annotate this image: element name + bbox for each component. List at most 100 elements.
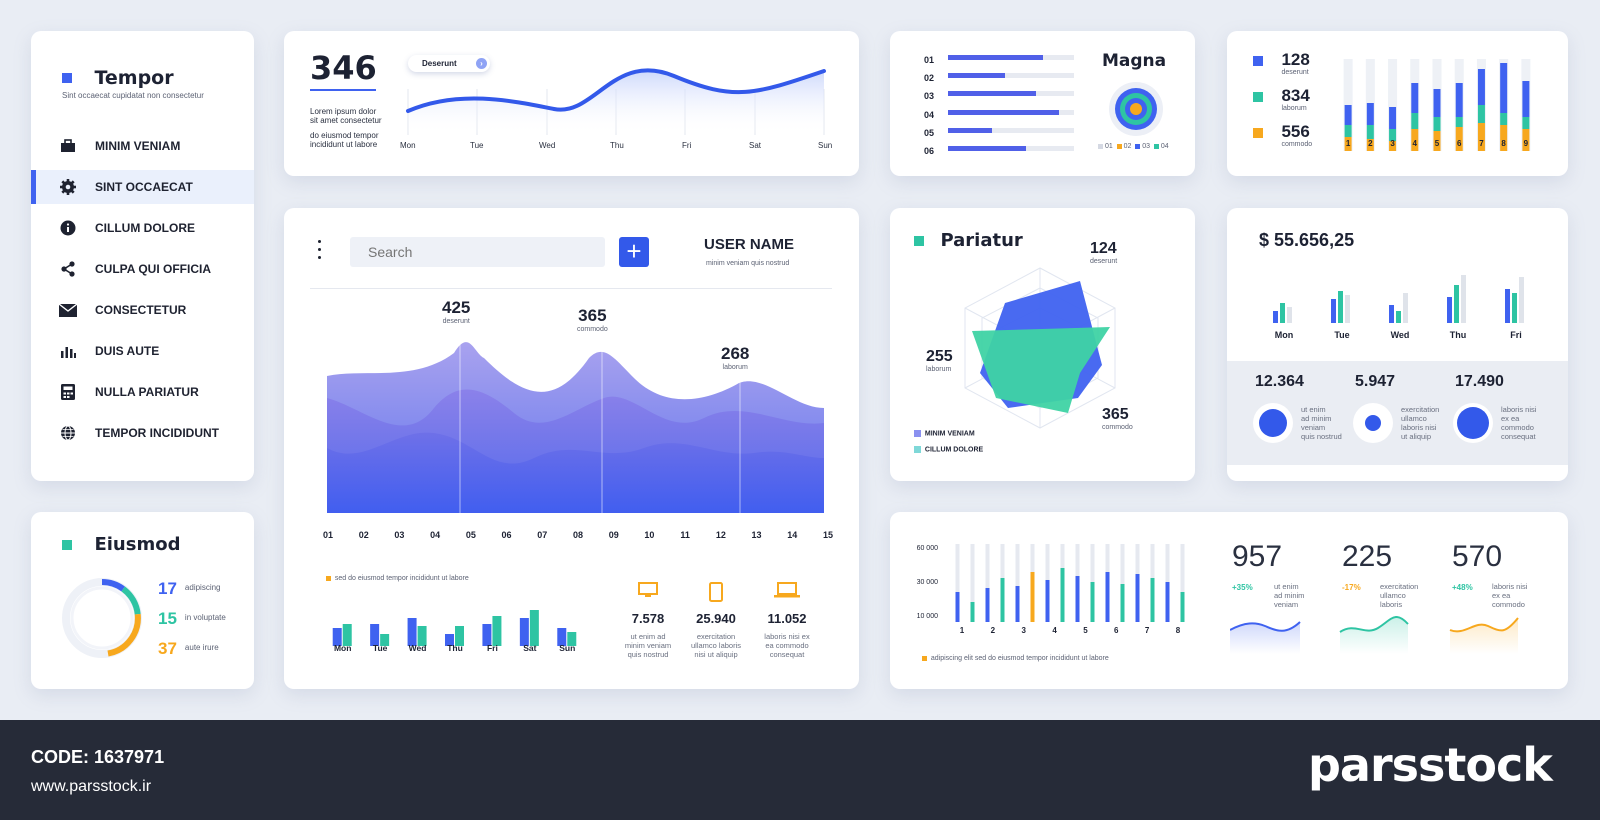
x-tick-label: 03	[394, 530, 405, 540]
sidebar-item-culpa-qui-officia[interactable]: CULPA QUI OFFICIA	[31, 252, 254, 286]
sparkline-area-1	[1230, 622, 1300, 654]
sidebar-title: Tempor	[94, 67, 174, 89]
sidebar-item-minim-veniam[interactable]: MINIM VENIAM	[31, 129, 254, 163]
sidebar-item-nulla-pariatur[interactable]: NULLA PARIATUR	[31, 375, 254, 409]
add-button[interactable]: +	[619, 237, 649, 267]
sidebar-item-label: NULLA PARIATUR	[95, 385, 199, 399]
grouped-bar	[1345, 295, 1350, 323]
sidebar-header: Tempor	[62, 67, 174, 89]
x-tick-label: 11	[680, 530, 690, 540]
bar-fill	[1015, 586, 1020, 622]
sparkline-area-2	[1340, 616, 1408, 654]
bar-fill	[955, 592, 960, 622]
sidebar-item-consectetur[interactable]: CONSECTETUR	[31, 293, 254, 327]
x-tick-label: Fri	[486, 643, 498, 653]
share-icon	[59, 260, 77, 278]
stacked-segment	[1344, 125, 1352, 137]
grouped-bar	[1403, 293, 1408, 323]
bar-legend: sed do eiusmod tempor incididunt ut labo…	[326, 575, 469, 582]
x-tick-label: 8	[1501, 139, 1506, 148]
magna-title: Magna	[1102, 51, 1167, 71]
kpi-change: +35%	[1232, 583, 1253, 592]
legend-swatch	[914, 430, 921, 437]
sidebar-item-label: SINT OCCAECAT	[95, 180, 193, 194]
peak-caption: deserunt	[442, 318, 470, 325]
sidebar-item-tempor-incididunt[interactable]: TEMPOR INCIDIDUNT	[31, 416, 254, 450]
bar-fill	[1090, 582, 1095, 622]
grouped-bar	[1505, 289, 1510, 323]
kebab-menu-icon[interactable]	[318, 240, 322, 266]
device-caption: ea commodo	[765, 641, 809, 650]
brand-square	[62, 73, 72, 83]
grouped-bar	[1273, 311, 1278, 323]
device-caption: ullamco laboris	[690, 641, 742, 650]
sidebar-card: Tempor Sint occaecat cupidatat non conse…	[31, 31, 254, 481]
bar-fill	[1000, 578, 1005, 622]
bar-track	[948, 127, 1074, 133]
x-tick-label: 5	[1434, 139, 1440, 148]
radar-value: 255	[926, 348, 953, 365]
info-icon	[59, 219, 77, 237]
bar-track	[970, 544, 975, 622]
sidebar-item-duis-aute[interactable]: DUIS AUTE	[31, 334, 254, 368]
bar-track	[1388, 59, 1398, 151]
device-value: 7.578	[631, 611, 665, 626]
sidebar-item-label: TEMPOR INCIDIDUNT	[95, 426, 219, 440]
device-caption: nisi ut aliquip	[694, 650, 738, 659]
x-tick-label: 9	[1523, 139, 1529, 148]
x-tick-label: Tue	[470, 141, 484, 150]
x-tick-label: 1	[1345, 139, 1351, 148]
x-tick-label: 01	[322, 530, 334, 540]
bar-track	[955, 544, 960, 622]
device-caption: ut enim ad	[630, 632, 666, 641]
x-tick-label: Mon	[333, 643, 352, 653]
bar-fill	[985, 588, 990, 622]
device-caption: exercitation	[696, 632, 736, 641]
sidebar-item-label: CULPA QUI OFFICIA	[95, 262, 211, 276]
x-tick-label: 06	[501, 530, 512, 540]
user-name[interactable]: USER NAME	[704, 236, 795, 253]
stacked-bar-chart	[1343, 59, 1531, 151]
bar-fill	[948, 73, 1005, 79]
footer-brand-logo: parsstock	[1308, 738, 1553, 792]
x-tick-label: 6	[1456, 139, 1462, 148]
sidebar-item-cillum-dolore[interactable]: CILLUM DOLORE	[31, 211, 254, 245]
eiusmod-ring-chart	[62, 578, 142, 658]
search-input[interactable]	[350, 237, 605, 267]
money-caption: exercitation ullamco laboris nisi ut aliqui…	[1401, 405, 1440, 441]
bar-fill	[948, 91, 1037, 97]
money-amount: $ 55.656,25	[1259, 230, 1355, 250]
bar-blue	[332, 628, 342, 646]
x-tick-label: 09	[608, 530, 619, 540]
money-bar-chart	[1273, 275, 1524, 323]
x-tick-label: Sun	[559, 643, 576, 653]
x-tick-label: Thu	[1449, 330, 1467, 340]
stat-value: 15	[158, 609, 177, 628]
bar-fill	[1135, 574, 1140, 622]
footer-url[interactable]: www.parsstock.ir	[31, 778, 152, 795]
value-underline	[310, 89, 376, 91]
stacked-segment	[1455, 127, 1463, 151]
sparkline-2	[1339, 616, 1409, 633]
bar-fill	[1105, 572, 1110, 622]
stacked-stat: 834 laborum	[1253, 87, 1310, 115]
legend-swatch	[326, 575, 331, 581]
x-tick-label: Fri	[1510, 330, 1522, 340]
money-stat-value: 12.364	[1255, 373, 1304, 390]
stacked-segment	[1500, 63, 1508, 113]
grouped-bar	[1331, 299, 1336, 323]
bar-fill	[948, 127, 993, 133]
legend-swatch	[1135, 143, 1141, 149]
bar-fill	[1030, 572, 1035, 622]
globe-icon	[59, 424, 77, 442]
bar-fill	[1120, 584, 1125, 622]
sidebar-item-sint-occaecat[interactable]: SINT OCCAECAT	[31, 170, 254, 204]
grouped-bar	[1461, 275, 1466, 323]
bar-fill	[1045, 580, 1050, 622]
stat-label: in voluptate	[184, 613, 226, 622]
user-subtitle: minim veniam quis nostrud	[706, 260, 790, 267]
bar-track	[948, 145, 1074, 151]
legend-label: 02	[1123, 143, 1132, 150]
sidebar-item-label: CONSECTETUR	[95, 303, 187, 317]
monitor-icon	[638, 582, 658, 597]
